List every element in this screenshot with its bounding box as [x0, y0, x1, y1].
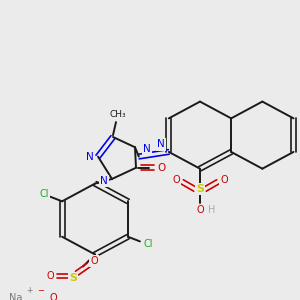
- Text: O: O: [90, 256, 98, 266]
- Text: N: N: [143, 144, 151, 154]
- Text: CH₃: CH₃: [110, 110, 126, 119]
- Text: O: O: [158, 163, 166, 173]
- Text: S: S: [196, 184, 204, 194]
- Text: +: +: [26, 286, 32, 295]
- Text: N: N: [157, 140, 165, 149]
- Text: O: O: [172, 175, 180, 185]
- Text: O: O: [46, 271, 54, 281]
- Text: O: O: [49, 293, 57, 300]
- Text: N: N: [100, 176, 108, 186]
- Text: O: O: [220, 175, 228, 185]
- Text: Cl: Cl: [143, 239, 153, 249]
- Text: S: S: [69, 273, 77, 283]
- Text: H: H: [208, 205, 216, 215]
- Text: O: O: [196, 205, 204, 215]
- Text: Cl: Cl: [39, 189, 49, 199]
- Text: Na: Na: [9, 293, 23, 300]
- Text: N: N: [86, 152, 94, 162]
- Text: −: −: [38, 286, 44, 295]
